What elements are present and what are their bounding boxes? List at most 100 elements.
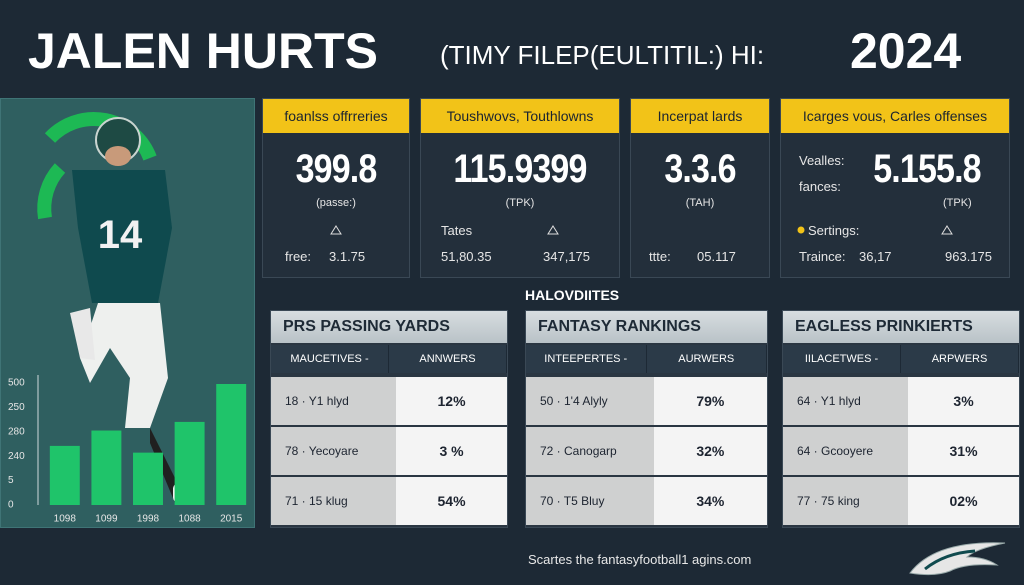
subtitle: (TIMY FILEP(EULTITIL:) HI: xyxy=(440,40,765,70)
header-cell: IILACETWES - xyxy=(783,345,901,373)
table-row: 72 · Canogarp 32% xyxy=(526,427,767,475)
bar xyxy=(91,430,122,505)
x-tick-label: 2015 xyxy=(220,514,243,525)
header-cell: ANNWERS xyxy=(389,345,507,373)
card-stat: 51,80.35 xyxy=(441,249,492,264)
x-tick-label: 1998 xyxy=(137,514,160,525)
header-row: INTEEPERTES - AURWERS xyxy=(526,345,767,373)
table-row: 71 · 15 klug 54% xyxy=(271,477,507,525)
bar xyxy=(174,421,205,505)
header-cell: MAUCETIVES - xyxy=(271,345,389,373)
header-cell: AURWERS xyxy=(646,345,767,373)
stat-card: Toushwovs, Touthlowns 115.9399 (TPK) Tat… xyxy=(420,98,620,278)
header-cell: INTEEPERTES - xyxy=(526,345,647,373)
icon xyxy=(941,225,953,235)
table-cell: 79% xyxy=(653,377,767,425)
card-label: Tates xyxy=(441,223,473,238)
bar xyxy=(133,452,163,505)
y-tick-label: 0 xyxy=(8,500,14,511)
header-cell: ARPWERS xyxy=(901,345,1019,373)
header-row: MAUCETIVES - ANNWERS xyxy=(271,345,507,373)
table-cell: 70 · T5 Bluy xyxy=(526,477,654,525)
section-title: HALOVDIITES xyxy=(525,287,620,303)
y-tick-label: 500 xyxy=(8,378,25,389)
icon xyxy=(547,225,559,235)
decor-arc xyxy=(37,163,66,220)
face xyxy=(105,146,131,166)
table-cell: 3% xyxy=(908,377,1019,425)
jersey-number: 14 xyxy=(98,213,143,257)
card-stat: 05.117 xyxy=(697,249,736,264)
stat-card: Incerpat lards 3.3.6 (TAH) ttte: 05.117 xyxy=(630,98,770,278)
table-title: PRS PASSING YARDS xyxy=(271,311,507,343)
table-row: 77 · 75 king 02% xyxy=(783,477,1019,525)
year: 2024 xyxy=(850,23,962,79)
table-cell: 64 · Y1 hlyd xyxy=(783,377,909,425)
table-cell: 78 · Yecoyare xyxy=(271,427,397,475)
y-tick-label: 280 xyxy=(8,426,25,437)
decor-arc xyxy=(44,112,157,161)
table-cell: 54% xyxy=(396,477,507,525)
pants xyxy=(80,303,168,428)
card-unit: (TPK) xyxy=(505,197,535,209)
player-name: JALEN HURTS xyxy=(28,23,379,79)
card-value: 115.9399 xyxy=(453,147,587,191)
card-label: Sertings: xyxy=(808,223,860,238)
icon xyxy=(330,225,342,235)
table-cell: 18 · Y1 hlyd xyxy=(271,377,397,425)
table-cell: 34% xyxy=(653,477,767,525)
card-label: ttte: xyxy=(649,249,671,264)
card-title: Incerpat lards xyxy=(631,99,769,133)
table-row: 18 · Y1 hlyd 12% xyxy=(271,377,507,425)
y-tick-label: 250 xyxy=(8,402,25,413)
y-tick-label: 240 xyxy=(8,451,25,462)
card-label: Traince: xyxy=(799,249,846,264)
table-cell: 72 · Canogarp xyxy=(526,427,654,475)
table-title: FANTASY RANKINGS xyxy=(526,311,767,343)
card-stat: 347,175 xyxy=(543,249,590,264)
table-title: EAGLESS PRINKIERTS xyxy=(783,311,1019,343)
table: EAGLESS PRINKIERTS IILACETWES - ARPWERS 64 … xyxy=(782,310,1020,528)
table-cell: 31% xyxy=(908,427,1019,475)
bar xyxy=(216,383,247,505)
y-tick-label: 5 xyxy=(8,475,14,486)
table-row: 70 · T5 Bluy 34% xyxy=(526,477,767,525)
table-row: 64 · Gcooyere 31% xyxy=(783,427,1019,475)
stat-card: Icarges vous, Carles offenses Vealles: f… xyxy=(780,98,1010,278)
card-value: 5.155.8 xyxy=(873,147,981,191)
table-cell: 50 · 1'4 Alyly xyxy=(526,377,654,425)
table-cell: 64 · Gcooyere xyxy=(783,427,909,475)
x-tick-label: 1099 xyxy=(95,514,118,525)
card-unit: (TAH) xyxy=(685,197,715,209)
table: FANTASY RANKINGS INTEEPERTES - AURWERS 50 ·… xyxy=(525,310,768,528)
card-label: free: xyxy=(285,249,312,264)
table-cell: 3 % xyxy=(396,427,507,475)
bar xyxy=(49,445,80,505)
table-row: 64 · Y1 hlyd 3% xyxy=(783,377,1019,425)
bullet xyxy=(797,226,805,234)
stat-card: foanlss offrreries 399.8 (passe:) free: … xyxy=(262,98,410,278)
card-unit: (TPK) xyxy=(943,197,972,209)
table-row: 78 · Yecoyare 3 % xyxy=(271,427,507,475)
header-row: IILACETWES - ARPWERS xyxy=(783,345,1019,373)
x-tick-label: 1088 xyxy=(178,514,201,525)
card-title: Icarges vous, Carles offenses xyxy=(781,99,1009,133)
table: PRS PASSING YARDS MAUCETIVES - ANNWERS 18 ·… xyxy=(270,310,508,528)
table-row: 50 · 1'4 Alyly 79% xyxy=(526,377,767,425)
card-unit: (passe:) xyxy=(316,197,356,209)
team-logo xyxy=(909,542,1006,576)
jersey xyxy=(72,170,172,303)
mini-chart: 500 250 280 240 5 0 1098 1099 1998 1088 2015 xyxy=(8,375,247,525)
table-cell: 71 · 15 klug xyxy=(271,477,397,525)
card-value: 399.8 xyxy=(295,147,378,191)
card-stat: 3.1.75 xyxy=(329,249,366,264)
footer: Scartes the fantasyfootball1 agins.com xyxy=(528,552,752,567)
table-cell: 32% xyxy=(653,427,767,475)
card-stat: 36,17 xyxy=(859,249,892,264)
leg xyxy=(70,308,95,360)
card-label: fances: xyxy=(799,179,841,194)
card-stat: 963.175 xyxy=(945,249,992,264)
table-cell: 77 · 75 king xyxy=(783,477,909,525)
card-label: Vealles: xyxy=(799,153,845,168)
